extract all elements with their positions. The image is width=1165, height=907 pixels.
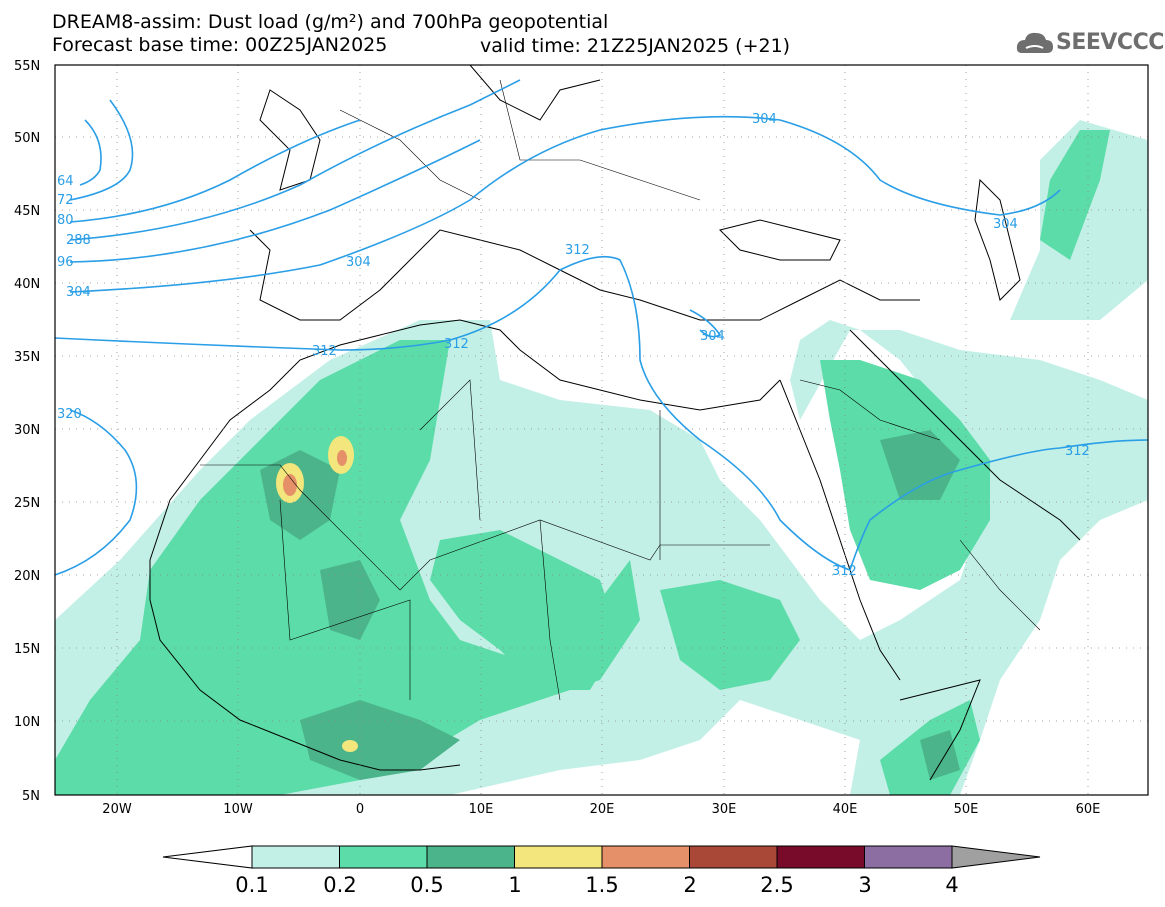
colorbar-tick: 1 bbox=[508, 873, 522, 897]
dust-hotspot-yellow-3 bbox=[342, 740, 358, 752]
dust-area-dark-4 bbox=[880, 430, 960, 500]
colorbar-tick: 0.1 bbox=[235, 873, 269, 897]
lon-label: 60E bbox=[1076, 802, 1101, 817]
contour-labels: 64 72 80 288 96 304 304 304 312 312 312 … bbox=[57, 112, 1090, 579]
colorbar-tick: 2.5 bbox=[760, 873, 794, 897]
coast-north-africa bbox=[149, 319, 781, 561]
contour-label: 72 bbox=[57, 193, 74, 208]
lon-label: 20E bbox=[590, 802, 615, 817]
contour-304-greece bbox=[689, 309, 722, 338]
forecast-base-time: Forecast base time: 00Z25JAN2025 bbox=[52, 34, 388, 56]
contour-304-west bbox=[69, 115, 1061, 293]
gridlines bbox=[55, 65, 1148, 795]
dust-area-dark-5 bbox=[920, 730, 960, 780]
lat-label: 45N bbox=[14, 204, 40, 219]
contour-288 bbox=[69, 79, 521, 241]
lat-label: 40N bbox=[14, 277, 40, 292]
coast-arabia-east bbox=[849, 329, 1081, 541]
coast-west-africa bbox=[149, 560, 461, 771]
colorbar-swatch bbox=[426, 845, 515, 869]
coast-caspian bbox=[974, 178, 1021, 301]
lat-label: 50N bbox=[14, 131, 40, 146]
valid-time: valid time: 21Z25JAN2025 (+21) bbox=[480, 35, 791, 57]
contour-label: 304 bbox=[752, 112, 777, 127]
lat-label: 20N bbox=[14, 569, 40, 584]
contour-label: 320 bbox=[57, 407, 82, 422]
dust-area-mid-central bbox=[430, 530, 620, 690]
colorbar-swatch bbox=[601, 845, 690, 869]
colorbar-swatch bbox=[689, 845, 778, 869]
lat-label: 25N bbox=[14, 496, 40, 511]
contour-264 bbox=[79, 119, 102, 186]
contour-label: 80 bbox=[57, 213, 74, 228]
contour-label: 64 bbox=[57, 174, 74, 189]
dust-area-mid-chad bbox=[660, 580, 800, 690]
geopotential-contours bbox=[55, 79, 1148, 576]
coast-scandinavia bbox=[469, 65, 601, 121]
dust-area-mid-caspian bbox=[1040, 130, 1110, 260]
coast-red-sea bbox=[779, 379, 901, 681]
lat-label: 35N bbox=[14, 350, 40, 365]
contour-label: 304 bbox=[346, 255, 371, 270]
lat-axis: 55N 50N 45N 40N 35N 30N 25N 20N 15N 10N … bbox=[14, 59, 40, 804]
colorbar-tick: 0.5 bbox=[410, 873, 444, 897]
coast-horn-africa bbox=[899, 679, 981, 781]
dust-hotspot-orange-1 bbox=[283, 474, 297, 496]
coast-black-sea bbox=[719, 219, 841, 261]
borders bbox=[200, 79, 1041, 701]
lat-label: 30N bbox=[14, 423, 40, 438]
dust-area-dark-2 bbox=[320, 560, 380, 640]
lat-label: 15N bbox=[14, 642, 40, 657]
contour-label: 304 bbox=[700, 329, 725, 344]
contour-312 bbox=[55, 255, 1148, 572]
colorbar-high-arrow bbox=[951, 845, 1041, 869]
cloud-logo-icon bbox=[1016, 32, 1053, 53]
contour-label: 312 bbox=[832, 564, 857, 579]
dust-hotspot-orange-2 bbox=[337, 450, 347, 466]
colorbar-low-arrow bbox=[162, 845, 253, 869]
colorbar-swatch bbox=[251, 845, 340, 869]
colorbar-tick: 3 bbox=[858, 873, 872, 897]
contour-label: 312 bbox=[1065, 444, 1090, 459]
colorbar-tick: 1.5 bbox=[585, 873, 619, 897]
colorbar-swatch bbox=[864, 845, 953, 869]
colorbar-swatch bbox=[339, 845, 428, 869]
logo-text: SEEVCCC bbox=[1056, 30, 1164, 55]
coast-europe bbox=[249, 229, 920, 321]
contour-296 bbox=[69, 139, 481, 263]
contour-280 bbox=[69, 119, 361, 223]
lon-label: 10E bbox=[469, 802, 494, 817]
colorbar-tick: 4 bbox=[945, 873, 959, 897]
contour-272 bbox=[69, 99, 134, 201]
lat-label: 10N bbox=[14, 715, 40, 730]
lat-label: 55N bbox=[14, 59, 40, 74]
colorbar-swatch bbox=[776, 845, 865, 869]
contour-label: 304 bbox=[66, 285, 91, 300]
contour-label: 288 bbox=[66, 233, 91, 248]
lon-label: 20W bbox=[102, 802, 132, 817]
colorbar-tick: 2 bbox=[683, 873, 697, 897]
map-frame bbox=[54, 64, 1149, 796]
contour-label: 312 bbox=[444, 337, 469, 352]
contour-label: 312 bbox=[565, 243, 590, 258]
lon-label: 30E bbox=[712, 802, 737, 817]
lat-label: 5N bbox=[22, 789, 40, 804]
contour-label: 304 bbox=[993, 217, 1018, 232]
coastlines bbox=[149, 65, 1081, 781]
lon-axis: 20W 10W 0 10E 20E 30E 40E 50E 60E bbox=[102, 802, 1100, 817]
lon-label: 50E bbox=[954, 802, 979, 817]
coast-britain bbox=[259, 89, 321, 191]
colorbar-swatch bbox=[514, 845, 603, 869]
contour-label: 312 bbox=[312, 344, 337, 359]
lon-label: 0 bbox=[356, 802, 364, 817]
map-title: DREAM8-assim: Dust load (g/m²) and 700hP… bbox=[52, 11, 609, 33]
colorbar-tick: 0.2 bbox=[323, 873, 357, 897]
lon-label: 40E bbox=[833, 802, 858, 817]
lon-label: 10W bbox=[223, 802, 253, 817]
contour-label: 96 bbox=[57, 255, 74, 270]
contour-320 bbox=[55, 409, 138, 576]
colorbar bbox=[162, 845, 1041, 869]
dust-fill-layer bbox=[55, 120, 1148, 795]
